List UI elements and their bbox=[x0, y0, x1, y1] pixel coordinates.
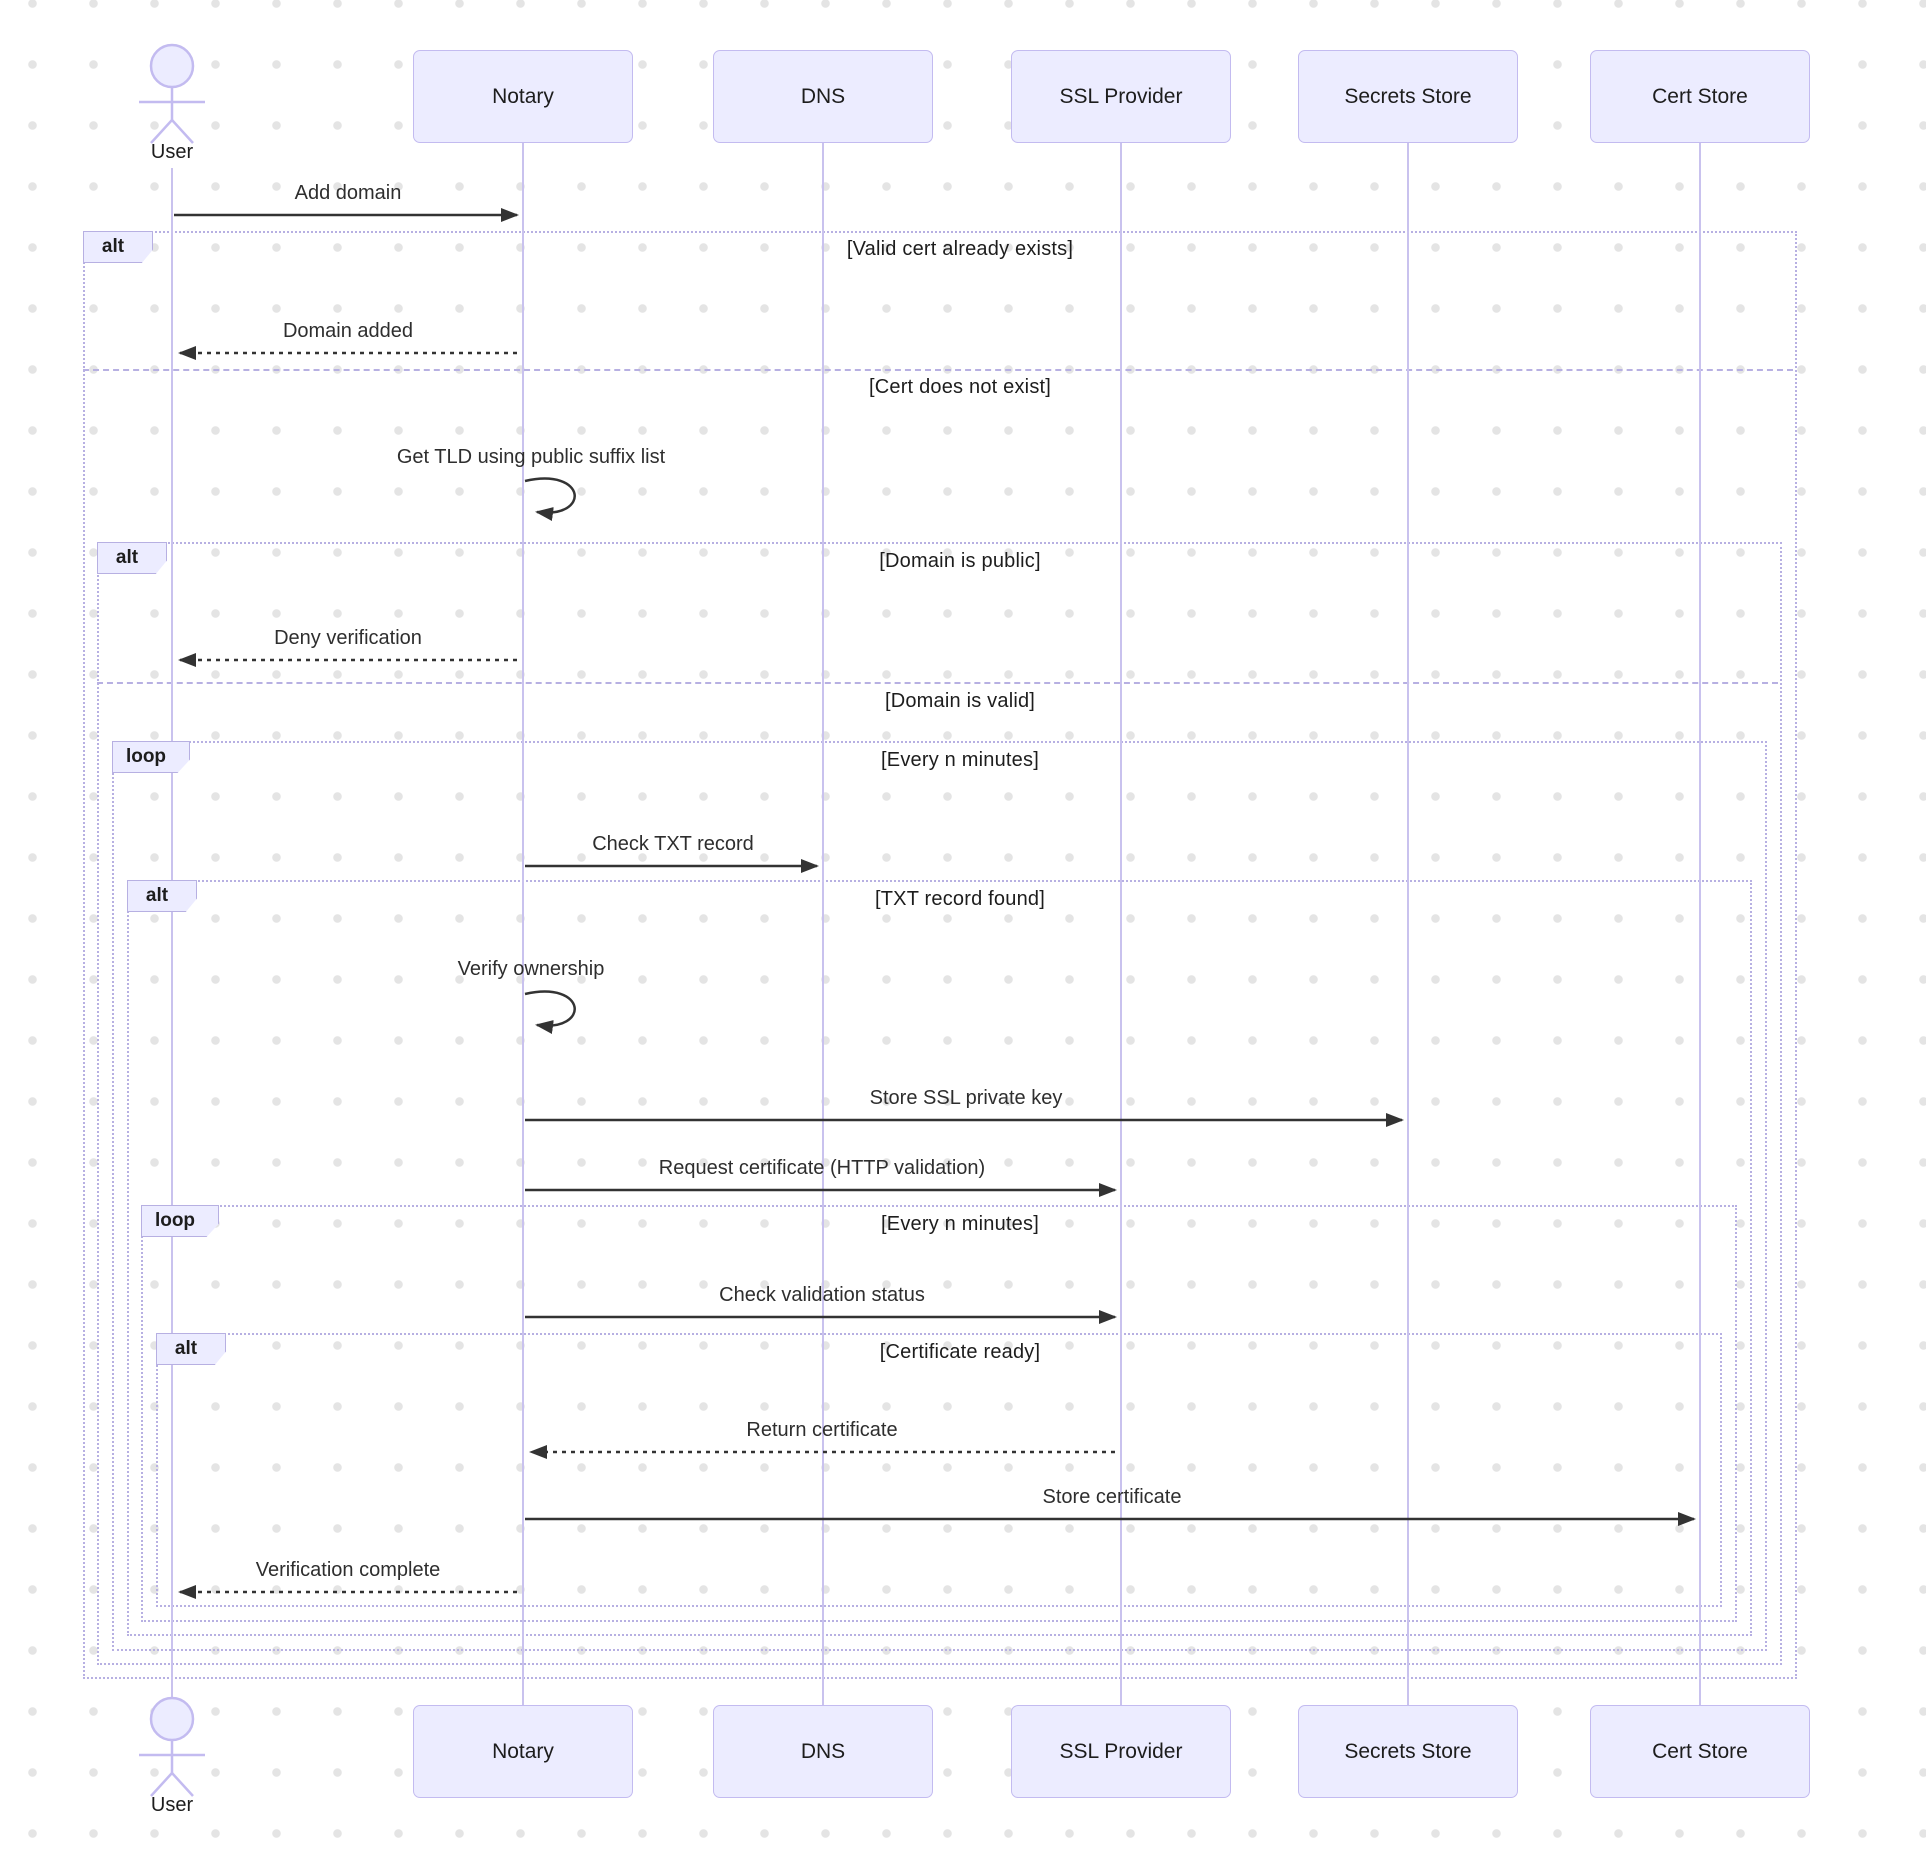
condition-valid-cert-exists: [Valid cert already exists] bbox=[846, 238, 1074, 260]
condition-cert-not-exist: [Cert does not exist] bbox=[868, 376, 1052, 398]
participant-box-notary-top: Notary bbox=[413, 50, 633, 143]
condition-every-n-minutes-1: [Every n minutes] bbox=[881, 749, 1039, 771]
message-label-get-tld: Get TLD using public suffix list bbox=[396, 446, 666, 468]
actor-label-user-bottom: User bbox=[150, 1794, 194, 1816]
frame-tab-loop-2: loop bbox=[141, 1205, 219, 1237]
lifeline-secrets-store bbox=[1407, 143, 1409, 1705]
actor-label-user-top: User bbox=[150, 141, 194, 163]
frame-loop-validation-poll bbox=[141, 1205, 1737, 1622]
lifeline-notary bbox=[522, 143, 524, 1705]
alt-else-divider-1 bbox=[83, 369, 1793, 371]
message-label-deny-verification: Deny verification bbox=[274, 627, 422, 649]
message-label-return-certificate: Return certificate bbox=[746, 1419, 898, 1441]
message-label-store-ssl-private-key: Store SSL private key bbox=[869, 1087, 1063, 1109]
condition-txt-record-found: [TXT record found] bbox=[875, 888, 1045, 910]
frame-loop-txt-poll bbox=[112, 741, 1767, 1651]
frame-alt-cert-ready bbox=[156, 1333, 1722, 1607]
participant-box-notary-bottom: Notary bbox=[413, 1705, 633, 1798]
frame-tab-label: alt bbox=[101, 236, 125, 257]
lifeline-cert-store bbox=[1699, 143, 1701, 1705]
participant-box-ssl-provider-top: SSL Provider bbox=[1011, 50, 1231, 143]
lifeline-dns bbox=[822, 143, 824, 1705]
frame-tab-label: loop bbox=[125, 746, 167, 767]
message-label-check-validation-status: Check validation status bbox=[719, 1284, 925, 1306]
participant-box-ssl-provider-bottom: SSL Provider bbox=[1011, 1705, 1231, 1798]
frame-tab-label: alt bbox=[115, 547, 139, 568]
condition-every-n-minutes-2: [Every n minutes] bbox=[881, 1213, 1039, 1235]
alt-else-divider-2 bbox=[97, 682, 1778, 684]
participant-box-cert-store-top: Cert Store bbox=[1590, 50, 1810, 143]
arrow-verify-ownership-self-loop bbox=[524, 990, 576, 1034]
participant-box-secrets-store-top: Secrets Store bbox=[1298, 50, 1518, 143]
frame-alt-cert-exists bbox=[83, 231, 1797, 1679]
frame-tab-alt-1: alt bbox=[83, 231, 153, 263]
message-label-verification-complete: Verification complete bbox=[255, 1559, 441, 1581]
condition-certificate-ready: [Certificate ready] bbox=[879, 1341, 1041, 1363]
arrow-get-tld-self-loop bbox=[524, 477, 576, 521]
frame-alt-domain-public bbox=[97, 542, 1782, 1665]
frame-alt-txt-found bbox=[127, 880, 1752, 1636]
frame-tab-alt-4: alt bbox=[156, 1333, 226, 1365]
user-actor-icon bbox=[139, 43, 205, 144]
frame-tab-alt-2: alt bbox=[97, 542, 167, 574]
frame-tab-loop-1: loop bbox=[112, 741, 190, 773]
lifeline-user bbox=[171, 168, 173, 1698]
participant-box-dns-top: DNS bbox=[713, 50, 933, 143]
participant-box-dns-bottom: DNS bbox=[713, 1705, 933, 1798]
message-label-add-domain: Add domain bbox=[294, 182, 402, 204]
frame-tab-label: loop bbox=[154, 1210, 196, 1231]
message-label-check-txt-record: Check TXT record bbox=[592, 833, 754, 855]
message-label-verify-ownership: Verify ownership bbox=[457, 958, 605, 980]
message-label-store-certificate: Store certificate bbox=[1042, 1486, 1182, 1508]
participant-box-cert-store-bottom: Cert Store bbox=[1590, 1705, 1810, 1798]
condition-domain-valid: [Domain is valid] bbox=[884, 690, 1036, 712]
participant-box-secrets-store-bottom: Secrets Store bbox=[1298, 1705, 1518, 1798]
frame-tab-label: alt bbox=[145, 885, 169, 906]
user-actor-icon-bottom bbox=[139, 1696, 205, 1797]
condition-domain-public: [Domain is public] bbox=[879, 550, 1041, 572]
frame-tab-alt-3: alt bbox=[127, 880, 197, 912]
frame-tab-label: alt bbox=[174, 1338, 198, 1359]
message-label-domain-added: Domain added bbox=[282, 320, 414, 342]
lifeline-ssl-provider bbox=[1120, 143, 1122, 1705]
message-label-request-certificate: Request certificate (HTTP validation) bbox=[658, 1157, 986, 1179]
